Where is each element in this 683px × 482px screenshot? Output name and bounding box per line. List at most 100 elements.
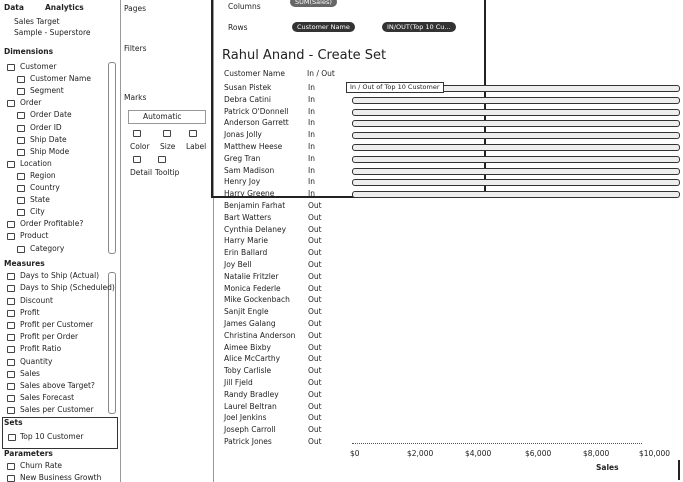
field-icon: [7, 64, 15, 71]
customer-name[interactable]: Laurel Beltran: [224, 401, 277, 411]
customer-name[interactable]: Jill Fjeld: [224, 378, 253, 387]
customer-name[interactable]: Patrick Jones: [224, 437, 272, 446]
customer-name[interactable]: Harry Greene: [224, 189, 275, 199]
customer-name[interactable]: Jonas Jolly: [224, 130, 262, 140]
customer-name[interactable]: Matthew Heese: [224, 142, 283, 151]
marks-button-icon[interactable]: [133, 130, 141, 137]
customer-name[interactable]: Harry Marie: [224, 236, 268, 246]
tooltip: In / Out of Top 10 Customer: [346, 82, 444, 93]
mark-type-dropdown[interactable]: [128, 110, 206, 124]
dimension-field[interactable]: Country: [30, 183, 60, 192]
measure-field[interactable]: Sales above Target?: [20, 380, 95, 390]
mark-type[interactable]: Automatic: [143, 112, 182, 121]
customer-name[interactable]: Joseph Carroll: [224, 425, 276, 435]
row-pill[interactable]: IN/OUT(Top 10 Cu...: [382, 22, 456, 32]
marks-button-icon[interactable]: [189, 130, 197, 137]
marks-button[interactable]: Label: [186, 142, 207, 151]
customer-name[interactable]: Randy Bradley: [224, 389, 279, 399]
parameter-field[interactable]: Churn Rate: [20, 461, 63, 470]
dimension-folder[interactable]: Customer: [20, 62, 57, 71]
view-title: Rahul Anand - Create Set: [222, 48, 387, 63]
customer-name[interactable]: Mike Gockenbach: [224, 295, 290, 305]
dimension-field[interactable]: Order Date: [30, 110, 72, 120]
field-icon: [7, 463, 15, 470]
measure-field[interactable]: Profit Ratio: [20, 344, 62, 354]
measure-field[interactable]: Quantity: [20, 356, 53, 366]
customer-name[interactable]: Alice McCarthy: [224, 354, 281, 364]
customer-name[interactable]: Monica Federle: [224, 283, 281, 293]
row-pill[interactable]: Customer Name: [292, 22, 355, 32]
marks-button-icon[interactable]: [133, 156, 141, 163]
marks-button[interactable]: Detail: [130, 168, 153, 177]
measure-field[interactable]: Sales per Customer: [20, 405, 94, 415]
measure-field[interactable]: Sales Forecast: [20, 393, 75, 403]
customer-name[interactable]: Susan Pistek: [224, 83, 272, 92]
marks-button[interactable]: Tooltip: [155, 168, 180, 177]
dimension-folder[interactable]: Order Profitable?: [20, 219, 84, 229]
marks-button-icon[interactable]: [158, 156, 166, 163]
dimension-field[interactable]: Region: [30, 170, 56, 180]
measure-field[interactable]: Discount: [20, 295, 53, 305]
dimension-field[interactable]: Ship Mode: [30, 146, 70, 156]
dimension-field[interactable]: City: [30, 207, 45, 217]
measure-field[interactable]: Profit per Customer: [20, 319, 94, 329]
pane-tab[interactable]: Analytics: [45, 3, 84, 12]
pane-tab[interactable]: Data: [4, 3, 24, 12]
customer-name[interactable]: Aimee Bixby: [224, 342, 271, 352]
dimension-field[interactable]: Customer Name: [30, 74, 91, 84]
in-out-value: Out: [308, 437, 322, 446]
dimension-field[interactable]: State: [30, 195, 50, 205]
in-out-value: Out: [308, 389, 322, 399]
scrollbar[interactable]: [108, 272, 116, 414]
customer-name[interactable]: Greg Tran: [224, 153, 261, 163]
field-icon: [7, 382, 15, 390]
column-header[interactable]: In / Out: [307, 69, 335, 78]
customer-name[interactable]: Henry Joy: [224, 177, 261, 187]
customer-name[interactable]: Erin Ballard: [224, 248, 268, 258]
marks-button-icon[interactable]: [163, 130, 171, 137]
cursor: [678, 460, 680, 480]
measure-field[interactable]: Profit: [20, 307, 40, 317]
marks-button[interactable]: Color: [130, 142, 150, 151]
column-header[interactable]: Customer Name: [224, 69, 285, 78]
measure-field[interactable]: Sales: [20, 368, 40, 378]
in-out-value: Out: [308, 248, 322, 258]
field-icon: [17, 172, 25, 180]
dimension-folder[interactable]: Product: [20, 231, 49, 241]
measure-field[interactable]: Days to Ship (Scheduled): [20, 283, 115, 293]
data-source[interactable]: Sales Target: [14, 17, 60, 26]
dimension-field[interactable]: Ship Date: [30, 134, 67, 144]
customer-name[interactable]: Christina Anderson: [224, 330, 296, 340]
row-bar: [352, 132, 680, 140]
customer-name[interactable]: Natalie Fritzler: [224, 271, 279, 281]
customer-name[interactable]: Debra Catini: [224, 94, 271, 104]
dimension-field[interactable]: Category: [30, 243, 65, 253]
marks-button[interactable]: Size: [160, 142, 176, 151]
parameter-field[interactable]: New Business Growth: [20, 473, 102, 482]
customer-name[interactable]: Sam Madison: [224, 165, 275, 175]
measure-field[interactable]: Days to Ship (Actual): [20, 271, 100, 281]
in-out-value: Out: [308, 401, 322, 411]
dimension-field[interactable]: Segment: [30, 86, 64, 96]
field-icon: [17, 112, 25, 120]
customer-name[interactable]: Cynthia Delaney: [224, 224, 287, 234]
customer-name[interactable]: Bart Watters: [224, 212, 272, 222]
column-pill[interactable]: SUM(Sales): [290, 0, 337, 7]
dimension-field[interactable]: Order ID: [30, 122, 62, 132]
customer-name[interactable]: Benjamin Farhat: [224, 201, 286, 210]
customer-name[interactable]: Sanjit Engle: [224, 307, 269, 317]
card-title: Pages: [124, 4, 147, 13]
scrollbar[interactable]: [108, 62, 116, 254]
dimension-folder[interactable]: Order: [20, 98, 42, 108]
set-field[interactable]: Top 10 Customer: [20, 432, 84, 441]
field-icon: [7, 395, 15, 403]
dimension-folder[interactable]: Location: [20, 158, 52, 168]
measure-field[interactable]: Profit per Order: [20, 332, 79, 342]
customer-name[interactable]: Joy Bell: [224, 260, 252, 269]
customer-name[interactable]: Patrick O'Donnell: [224, 106, 289, 116]
customer-name[interactable]: Anderson Garrett: [224, 118, 289, 128]
customer-name[interactable]: Joel Jenkins: [224, 413, 267, 423]
field-icon: [17, 76, 25, 84]
customer-name[interactable]: Toby Carlisle: [224, 366, 272, 376]
customer-name[interactable]: James Galang: [224, 319, 276, 328]
